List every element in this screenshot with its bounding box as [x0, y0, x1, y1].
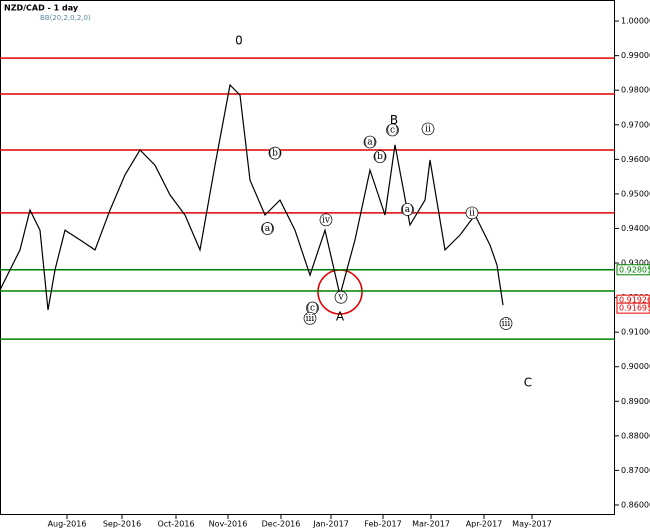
price-label: 0.92805	[619, 265, 650, 274]
price-label-box	[616, 302, 650, 314]
wave-label: (c)	[386, 124, 398, 135]
wave-label: (a)	[261, 223, 273, 234]
wave-label: iii	[306, 314, 315, 324]
price-label: 0.91926	[619, 296, 650, 305]
wave-circle	[386, 123, 399, 137]
wave-label: iii	[502, 319, 511, 329]
wave-label: C	[524, 375, 532, 389]
wave-circle	[373, 150, 387, 163]
wave-label: B	[390, 113, 398, 127]
x-tick-label: Nov-2016	[209, 520, 248, 529]
chart-title: NZD/CAD - 1 day	[4, 4, 79, 13]
wave-label: A	[336, 309, 345, 323]
plot-frame	[0, 0, 615, 515]
x-tick-label: May-2017	[512, 520, 552, 529]
wave-label: (b)	[269, 148, 282, 159]
wave-circle	[401, 203, 414, 216]
price-label: 0.91695	[619, 304, 650, 313]
wave-label: ii	[469, 208, 475, 218]
x-tick-label: Aug-2016	[48, 520, 87, 529]
x-tick-label: Feb-2017	[364, 520, 401, 529]
wave-circle	[268, 146, 282, 160]
x-tick-label: Oct-2016	[157, 520, 194, 529]
wave-circle	[261, 222, 274, 235]
x-tick-label: Dec-2016	[262, 520, 301, 529]
price-label-box	[616, 264, 650, 276]
x-tick-label: Jan-2017	[312, 520, 349, 529]
wave-label: v	[337, 293, 344, 303]
wave-label: iv	[322, 215, 331, 225]
wave-circle	[303, 311, 317, 325]
wave-label: 0	[235, 33, 243, 47]
x-tick-label: Sep-2016	[103, 520, 141, 529]
x-tick-label: Apr-2017	[466, 520, 503, 529]
wave-circle	[499, 317, 513, 330]
price-line	[0, 83, 504, 311]
wave-circle	[319, 213, 333, 227]
wave-circle	[334, 290, 348, 304]
wave-label: (b)	[374, 151, 387, 162]
wave-circle	[363, 135, 377, 149]
indicator-label: BB(20,2,0,2,0)	[40, 14, 91, 22]
wave-circle	[421, 122, 435, 136]
wave-label: (a)	[401, 204, 413, 215]
y-tick-label: 1.00000	[621, 17, 650, 26]
wave-label: ii	[425, 124, 431, 134]
x-tick-label: Mar-2017	[412, 520, 450, 529]
wave-circle	[465, 206, 479, 220]
wave-label: (a)	[364, 137, 376, 148]
y-tick-label: 0.99000	[621, 51, 650, 60]
wave-label: (c)	[306, 302, 318, 313]
